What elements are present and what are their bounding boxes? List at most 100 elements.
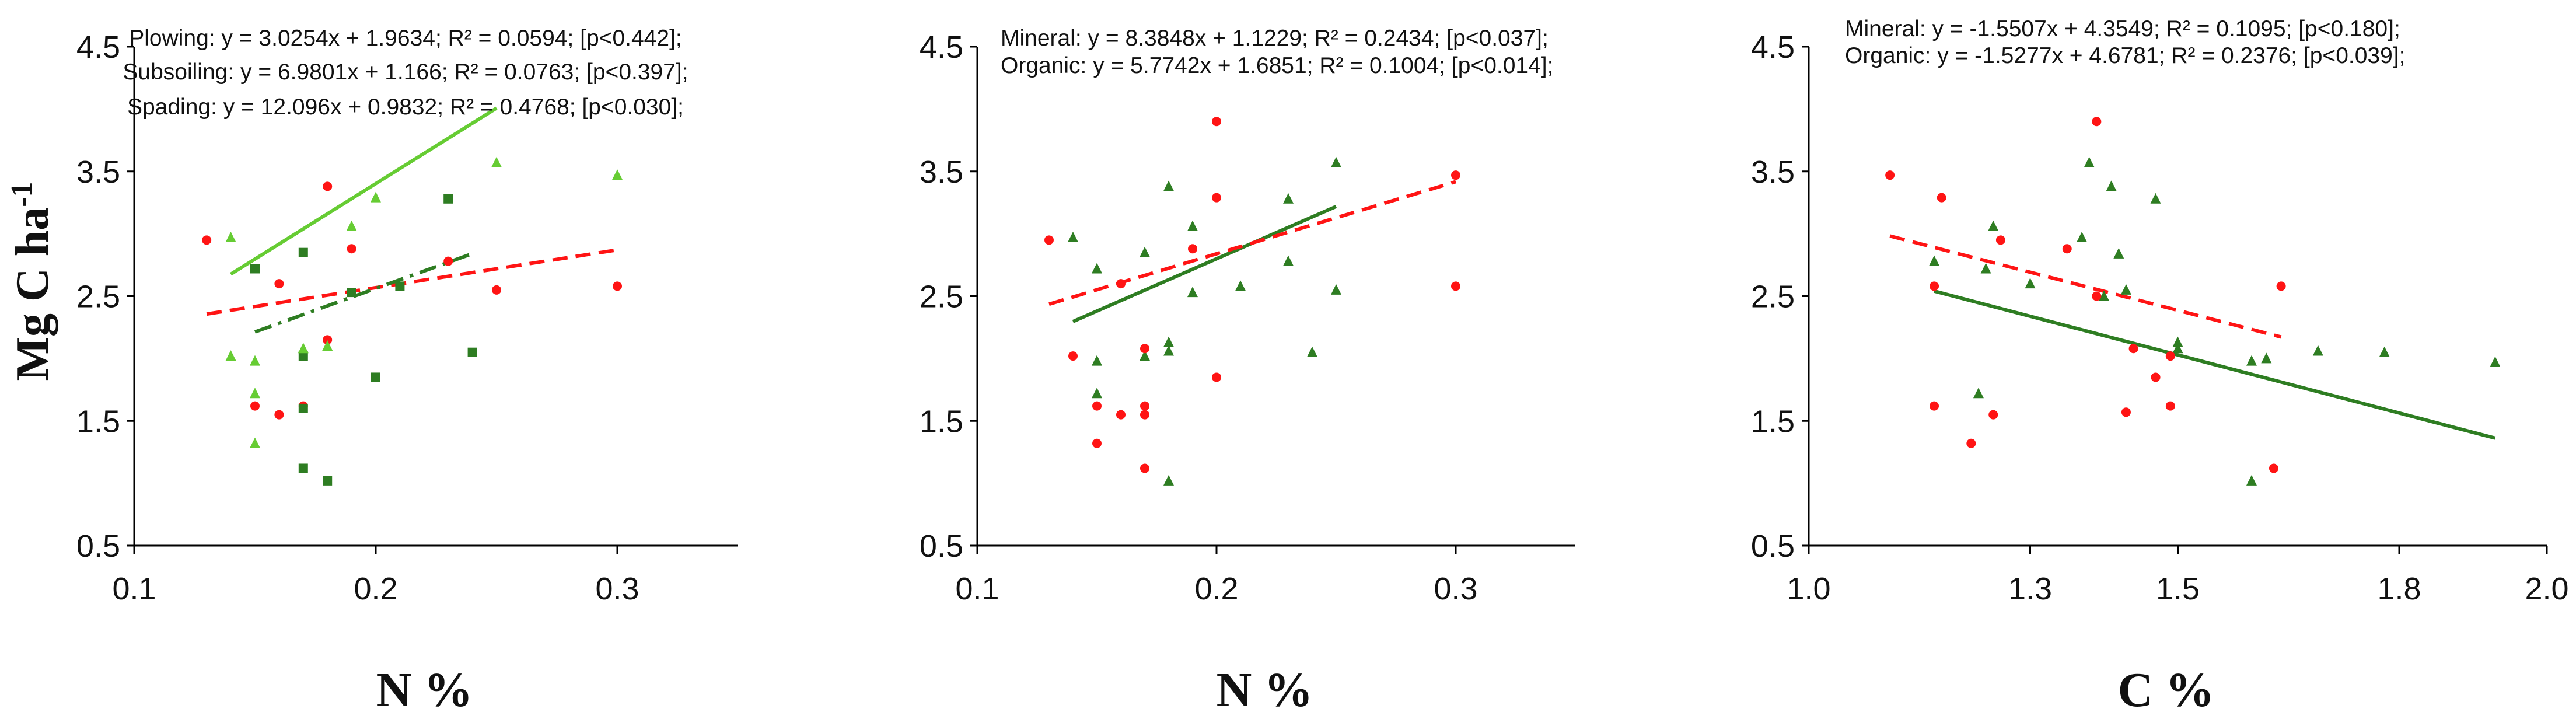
point-mineral	[1331, 156, 1341, 167]
point-mineral	[1307, 346, 1317, 357]
x-axis-label: C %	[2118, 663, 2215, 717]
x-tick-label: 1.3	[2008, 571, 2052, 606]
point-plowing	[274, 279, 284, 289]
y-axis-label-main: Mg C ha	[7, 207, 58, 381]
point-organic	[1212, 193, 1221, 203]
point-plowing	[323, 335, 333, 345]
chart-panel-2: 0.5 1.5 2.5 3.5 4.5 0.1 0.2 0.3 N % Mineral: y = …	[920, 26, 1575, 717]
point-mineral	[1163, 474, 1174, 486]
regression-annotation: Organic: y = 5.7742x + 1.6851; R² = 0.10…	[1001, 53, 1553, 78]
y-tick-label: 4.5	[920, 30, 963, 65]
point-subsoiling	[371, 372, 380, 382]
point-organic	[2151, 372, 2161, 382]
chart-panel-1: 0.5 1.5 2.5 3.5 4.5 0.1 0.2 0.3 N % Plowing: y = …	[76, 26, 738, 717]
point-mineral	[1929, 255, 1940, 266]
x-tick-label: 0.2	[354, 571, 397, 606]
point-mineral	[1092, 355, 1102, 366]
point-mineral	[1092, 263, 1102, 274]
point-spading	[225, 350, 236, 361]
x-tick-label: 0.3	[1434, 571, 1477, 606]
point-mineral	[2246, 474, 2257, 486]
regression-annotation: Mineral: y = 8.3848x + 1.1229; R² = 0.24…	[1001, 26, 1549, 51]
x-tick-label: 1.5	[2156, 571, 2200, 606]
point-organic	[1995, 235, 2005, 245]
point-organic	[1451, 170, 1460, 180]
point-organic	[2092, 291, 2102, 301]
chart-panel-3: 0.5 1.5 2.5 3.5 4.5 1.0 1.3 1.5 1.8 2.0 C % Mineral…	[1751, 16, 2569, 717]
y-tick-label: 4.5	[76, 30, 120, 65]
y-tick-label: 4.5	[1751, 30, 1795, 65]
point-mineral	[2261, 352, 2272, 364]
point-mineral	[1187, 220, 1198, 231]
point-subsoiling	[298, 351, 308, 361]
point-organic	[2092, 117, 2102, 127]
x-axis-label: N %	[376, 663, 473, 717]
x-tick-label: 0.1	[955, 571, 999, 606]
point-mineral	[2312, 345, 2323, 356]
y-tick-label: 0.5	[76, 529, 120, 564]
point-mineral	[2172, 343, 2183, 354]
x-tick-label: 1.0	[1787, 571, 1830, 606]
point-subsoiling	[298, 247, 308, 257]
y-tick-label: 2.5	[76, 280, 120, 315]
point-organic	[1212, 372, 1221, 382]
y-tick-label: 1.5	[1751, 404, 1795, 439]
point-mineral	[1140, 246, 1150, 257]
point-mineral	[2099, 290, 2109, 301]
x-tick-label: 1.8	[2377, 571, 2421, 606]
point-organic	[2121, 407, 2131, 417]
point-spading	[250, 355, 260, 366]
regression-annotation: Organic: y = -1.5277x + 4.6781; R² = 0.2…	[1845, 43, 2405, 68]
regression-annotation: Plowing: y = 3.0254x + 1.9634; R² = 0.05…	[129, 26, 682, 51]
point-mineral	[2113, 247, 2124, 259]
point-spading	[322, 340, 333, 351]
point-mineral	[2246, 355, 2257, 366]
point-subsoiling	[298, 403, 308, 413]
point-subsoiling	[443, 194, 453, 204]
y-tick-label: 2.5	[1751, 280, 1795, 315]
y-tick-label: 2.5	[920, 280, 963, 315]
point-organic	[1966, 438, 1976, 448]
point-plowing	[613, 281, 622, 291]
point-organic	[2165, 401, 2175, 411]
point-mineral	[1163, 345, 1174, 356]
trendline-subsoiling	[254, 252, 473, 334]
point-mineral	[1988, 220, 1999, 231]
point-mineral	[2172, 336, 2183, 347]
point-spading	[250, 388, 260, 399]
point-organic	[2165, 351, 2175, 361]
y-axis-label: Mg C ha-1	[5, 182, 59, 381]
point-organic	[1092, 438, 1102, 448]
point-spading	[346, 220, 357, 231]
point-spading	[491, 156, 502, 167]
y-tick-label: 0.5	[920, 529, 963, 564]
point-organic	[2062, 244, 2072, 254]
x-tick-label: 2.0	[2525, 571, 2568, 606]
point-organic	[1116, 279, 1126, 289]
point-organic	[2276, 281, 2286, 291]
point-mineral	[1235, 280, 1246, 291]
x-axis-label: N %	[1217, 663, 1313, 717]
point-mineral	[1331, 284, 1341, 295]
point-subsoiling	[347, 288, 356, 298]
point-organic	[1885, 170, 1895, 180]
point-organic	[1140, 410, 1149, 420]
point-mineral	[1140, 350, 1150, 361]
point-mineral	[1068, 232, 1078, 243]
point-mineral	[2077, 232, 2088, 243]
point-mineral	[1980, 263, 1991, 274]
point-organic	[2269, 463, 2278, 473]
x-tick-label: 0.1	[112, 571, 156, 606]
point-plowing	[202, 235, 212, 245]
y-tick-label: 1.5	[920, 404, 963, 439]
regression-annotation: Spading: y = 12.096x + 0.9832; R² = 0.47…	[127, 95, 684, 120]
point-organic	[1140, 401, 1149, 411]
trendline-plowing	[206, 248, 618, 316]
point-organic	[1092, 401, 1102, 411]
point-plowing	[323, 182, 333, 191]
point-organic	[1116, 410, 1126, 420]
point-mineral	[1973, 388, 1984, 399]
point-mineral	[1283, 255, 1294, 266]
point-mineral	[2106, 180, 2117, 191]
